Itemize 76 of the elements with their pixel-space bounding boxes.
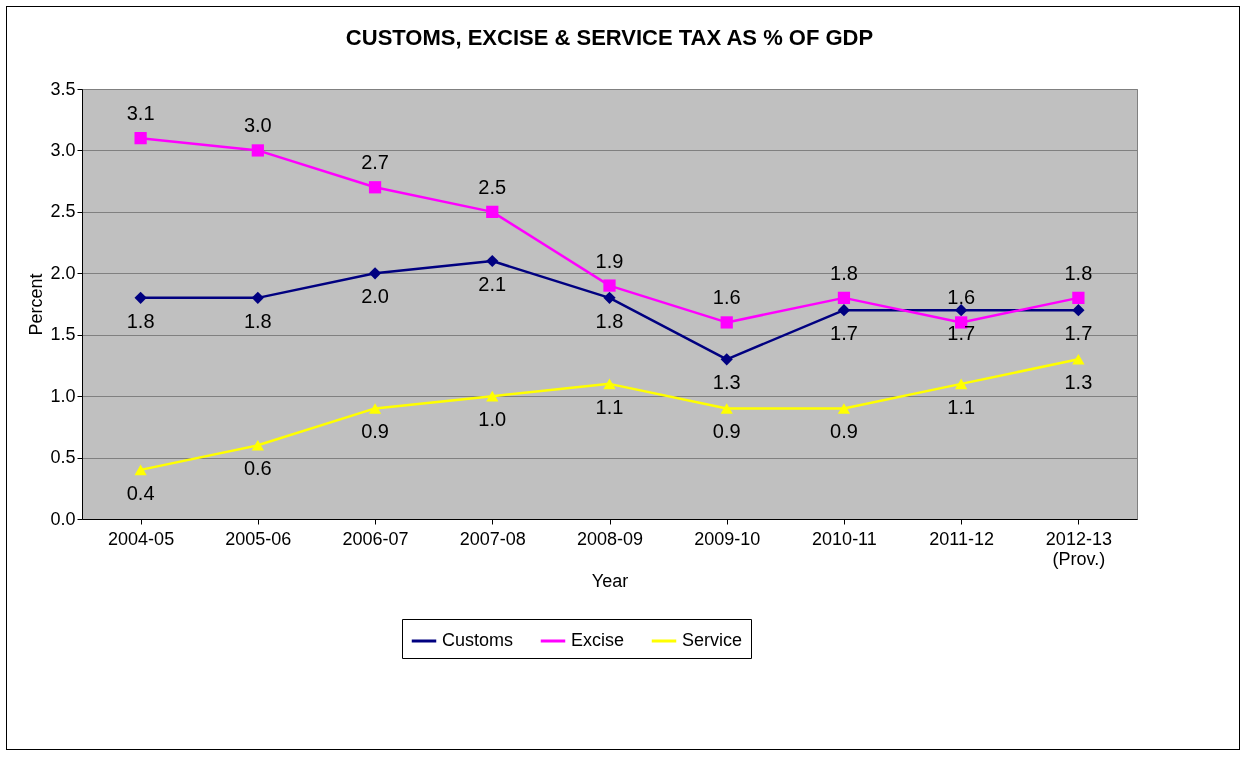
data-label: 0.9 [712, 420, 741, 443]
y-tick-label: 1.5 [50, 324, 76, 345]
point [955, 304, 968, 317]
data-label: 2.1 [478, 273, 507, 295]
data-label: 1.1 [595, 395, 624, 418]
x-axis-title: Year [591, 570, 629, 591]
data-label: 3.1 [126, 102, 155, 125]
point [837, 291, 851, 304]
data-label: 2.5 [478, 175, 507, 198]
point [603, 279, 616, 292]
y-tick-label: 2.0 [50, 262, 76, 283]
data-label: 2.7 [361, 151, 389, 174]
data-label: 1.3 [712, 371, 741, 394]
point [1072, 304, 1085, 317]
point [720, 403, 733, 414]
point [603, 291, 616, 304]
data-label: 1.6 [712, 286, 741, 309]
point [134, 464, 147, 476]
y-tick-label: 3.0 [50, 139, 76, 160]
data-label: 1.8 [243, 309, 272, 332]
data-label: 1.8 [1064, 261, 1093, 284]
x-tick-label: 2006-07 [342, 528, 409, 549]
x-tick-label: 2011-12 [929, 528, 995, 549]
x-tick-label: 2008-09 [576, 528, 644, 549]
point [837, 403, 851, 414]
point [720, 316, 733, 329]
data-label: 1.9 [595, 249, 624, 272]
y-tick-label: 0.5 [50, 447, 76, 468]
data-label: 1.7 [830, 322, 858, 345]
data-label: 1.8 [830, 261, 858, 284]
point [368, 403, 382, 414]
data-label: 0.4 [126, 481, 155, 504]
point [368, 267, 382, 280]
point [486, 254, 499, 268]
x-tick-label: 2009-10 [694, 528, 761, 549]
point [368, 181, 382, 194]
x-tick-label: 2005-06 [225, 528, 292, 549]
y-axis-title: Percent [26, 273, 47, 336]
legend-label: Service [682, 630, 743, 650]
point [251, 291, 264, 304]
y-tick-label: 3.5 [50, 78, 76, 99]
point [251, 439, 264, 451]
data-label: 3.0 [243, 114, 272, 137]
data-label: 0.9 [830, 420, 858, 443]
chart-title: CUSTOMS, EXCISE & SERVICE TAX AS % OF GDP [345, 25, 874, 50]
point [486, 205, 499, 218]
x-tick-label: 2010-11 [812, 528, 877, 549]
data-label: 0.6 [243, 457, 272, 480]
legend-label: Excise [571, 630, 625, 650]
point [603, 378, 616, 390]
y-tick-label: 1.0 [50, 385, 76, 406]
legend-label: Customs [442, 630, 514, 650]
data-label: 0.9 [361, 420, 389, 443]
point [134, 132, 147, 145]
data-label: 1.0 [478, 408, 507, 431]
point [134, 291, 147, 304]
point [837, 304, 851, 317]
point [1072, 291, 1085, 304]
point [955, 378, 968, 390]
data-label: 1.8 [595, 309, 624, 332]
x-tick-label: 2012-13 (Prov.) [1045, 528, 1112, 569]
data-label: 1.1 [947, 395, 976, 418]
data-label: 2.0 [361, 285, 389, 308]
x-tick-label: 2004-05 [108, 528, 175, 549]
y-tick-label: 2.5 [50, 201, 76, 222]
point [1072, 353, 1085, 365]
point [720, 353, 733, 366]
data-label: 1.6 [947, 286, 976, 309]
point [251, 144, 264, 157]
x-tick-label: 2007-08 [459, 528, 526, 549]
data-label: 1.8 [126, 309, 155, 332]
point [486, 390, 499, 402]
data-label: 1.7 [1064, 322, 1093, 345]
data-label: 1.7 [947, 322, 976, 345]
y-tick-label: 0.0 [50, 508, 76, 529]
data-label: 1.3 [1064, 371, 1093, 394]
